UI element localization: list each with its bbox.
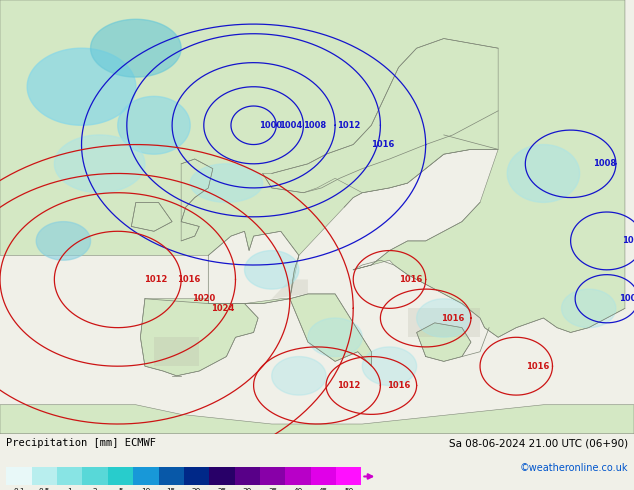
Bar	[336, 467, 361, 486]
Text: 25: 25	[217, 488, 226, 490]
Text: 2: 2	[93, 488, 98, 490]
Polygon shape	[154, 337, 199, 366]
Polygon shape	[27, 48, 136, 125]
Text: 0.5: 0.5	[39, 488, 50, 490]
Text: 1012: 1012	[144, 275, 167, 284]
Text: 1016: 1016	[387, 381, 410, 390]
Text: 1012: 1012	[623, 236, 634, 245]
Text: 1012: 1012	[337, 121, 360, 130]
Polygon shape	[408, 308, 480, 337]
Text: 1: 1	[67, 488, 72, 490]
Polygon shape	[308, 318, 362, 357]
Polygon shape	[36, 221, 91, 260]
Text: Precipitation [mm] ECMWF: Precipitation [mm] ECMWF	[6, 438, 157, 448]
Polygon shape	[91, 19, 181, 77]
Text: 20: 20	[192, 488, 201, 490]
Polygon shape	[417, 299, 471, 337]
Text: 1016: 1016	[177, 275, 200, 284]
Bar	[32, 467, 57, 486]
Bar	[184, 467, 209, 486]
Polygon shape	[362, 347, 417, 386]
Polygon shape	[290, 294, 372, 366]
Polygon shape	[262, 39, 498, 193]
Text: 1000: 1000	[259, 121, 282, 130]
Text: 45: 45	[319, 488, 328, 490]
Text: 1020: 1020	[192, 294, 216, 303]
Polygon shape	[272, 357, 326, 395]
Bar	[311, 467, 336, 486]
Text: ©weatheronline.co.uk: ©weatheronline.co.uk	[519, 463, 628, 473]
Polygon shape	[190, 164, 262, 202]
Text: 5: 5	[118, 488, 123, 490]
Text: 1012: 1012	[337, 381, 360, 390]
Polygon shape	[272, 279, 308, 299]
Polygon shape	[131, 202, 172, 231]
Bar	[260, 467, 285, 486]
Text: 1016: 1016	[371, 140, 394, 149]
Text: 50: 50	[344, 488, 353, 490]
Text: 40: 40	[294, 488, 302, 490]
Polygon shape	[417, 323, 471, 362]
Bar	[133, 467, 158, 486]
Bar	[108, 467, 133, 486]
Text: 1016: 1016	[526, 362, 550, 371]
Bar	[209, 467, 235, 486]
Polygon shape	[507, 145, 579, 202]
Bar	[82, 467, 108, 486]
Text: Sa 08-06-2024 21.00 UTC (06+90): Sa 08-06-2024 21.00 UTC (06+90)	[448, 438, 628, 448]
Text: 15: 15	[167, 488, 176, 490]
Text: 30: 30	[243, 488, 252, 490]
Text: 1008: 1008	[593, 159, 616, 169]
Text: 1004: 1004	[619, 294, 634, 303]
Bar	[158, 467, 184, 486]
Text: 1008: 1008	[303, 121, 327, 130]
Text: 1016: 1016	[441, 314, 465, 322]
Text: 1004: 1004	[280, 121, 302, 130]
Text: 35: 35	[268, 488, 277, 490]
Polygon shape	[181, 159, 213, 241]
Polygon shape	[55, 135, 145, 193]
Polygon shape	[0, 405, 634, 434]
Polygon shape	[118, 97, 190, 154]
Bar	[235, 467, 260, 486]
Polygon shape	[245, 250, 299, 289]
Text: 1024: 1024	[211, 304, 235, 313]
Bar	[285, 467, 311, 486]
Bar	[57, 467, 82, 486]
Polygon shape	[562, 289, 616, 328]
Bar	[6, 467, 32, 486]
Text: 10: 10	[141, 488, 150, 490]
Polygon shape	[0, 0, 625, 376]
Text: 1016: 1016	[399, 275, 423, 284]
Text: 0.1: 0.1	[13, 488, 25, 490]
